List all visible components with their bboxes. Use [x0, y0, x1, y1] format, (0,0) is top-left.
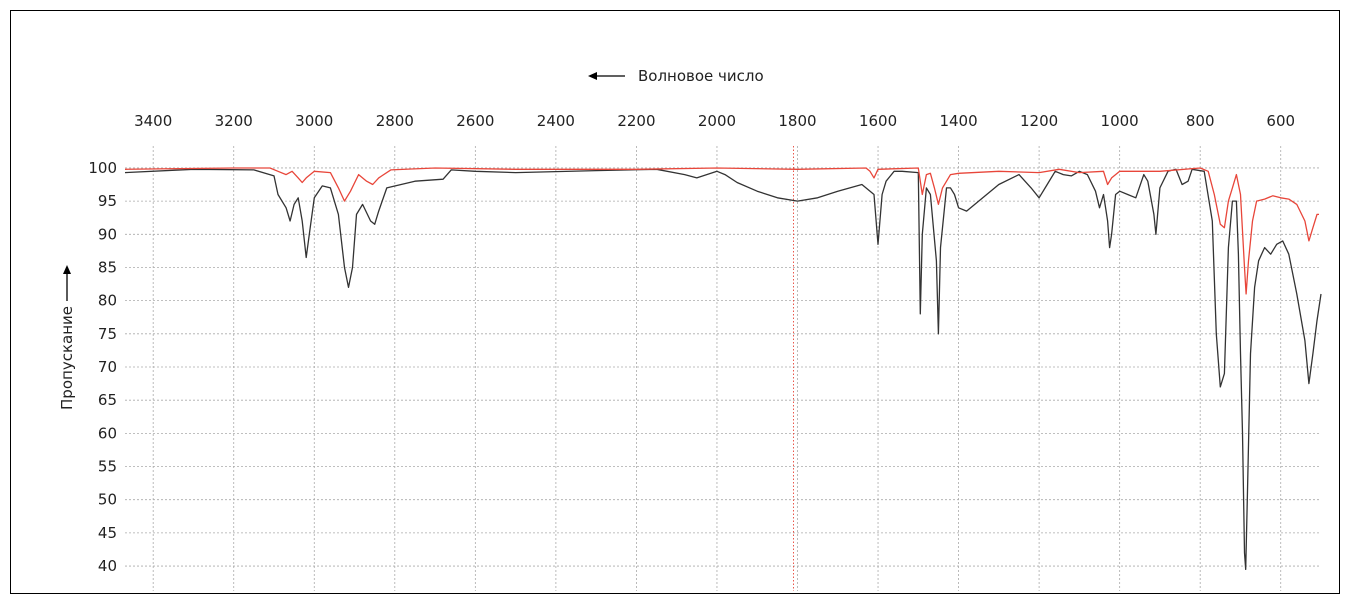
x-tick-label: 2400: [537, 112, 575, 130]
x-tick-label: 2200: [617, 112, 655, 130]
x-tick-label: 1000: [1101, 112, 1139, 130]
x-tick-label: 2000: [698, 112, 736, 130]
y-axis-arrowhead-icon: [63, 265, 71, 274]
x-tick-label: 3400: [134, 112, 172, 130]
y-tick-label: 95: [98, 192, 117, 210]
x-tick-label: 800: [1186, 112, 1215, 130]
x-axis-title: Волновое число: [638, 67, 764, 85]
chart-frame: 100 95 90 85 80 75 70 65 60 55 50 45 40 3400 3200 3000…: [10, 10, 1340, 594]
y-tick-labels: 100 95 90 85 80 75 70 65 60 55 50 45 40: [88, 159, 117, 575]
x-tick-label: 1400: [939, 112, 977, 130]
series-line-red: [124, 167, 1319, 295]
y-tick-label: 90: [98, 225, 117, 243]
series-line-black: [124, 168, 1322, 571]
x-tick-label: 1600: [859, 112, 897, 130]
x-tick-label: 2600: [456, 112, 494, 130]
y-axis-title: Пропускание: [58, 306, 76, 410]
x-tick-labels: 3400 3200 3000 2800 2600 2400 2200 2000 1800 1600…: [134, 112, 1295, 130]
x-tick-label: 1200: [1020, 112, 1058, 130]
y-tick-label: 40: [98, 557, 117, 575]
x-axis-title-group: Волновое число: [588, 67, 764, 85]
x-tick-label: 3000: [295, 112, 333, 130]
series-lines: [124, 167, 1322, 571]
x-tick-label: 600: [1266, 112, 1295, 130]
y-tick-label: 65: [98, 391, 117, 409]
x-tick-label: 3200: [215, 112, 253, 130]
y-tick-label: 80: [98, 292, 117, 310]
y-tick-label: 50: [98, 491, 117, 509]
y-axis-title-group: Пропускание: [58, 265, 76, 410]
x-tick-label: 2800: [376, 112, 414, 130]
y-tick-label: 70: [98, 358, 117, 376]
y-tick-label: 45: [98, 524, 117, 542]
grid-lines: [125, 146, 1321, 591]
x-axis-arrowhead-icon: [588, 72, 597, 80]
spectrum-chart: 100 95 90 85 80 75 70 65 60 55 50 45 40 3400 3200 3000…: [58, 67, 1322, 591]
y-tick-label: 100: [88, 159, 117, 177]
y-tick-label: 60: [98, 424, 117, 442]
y-tick-label: 55: [98, 458, 117, 476]
y-tick-label: 85: [98, 258, 117, 276]
x-tick-label: 1800: [778, 112, 816, 130]
y-tick-label: 75: [98, 325, 117, 343]
